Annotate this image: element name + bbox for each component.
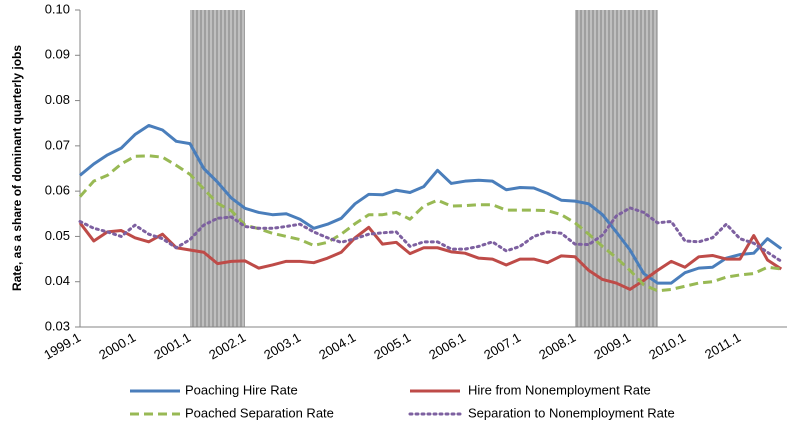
y-tick-label: 0.08 xyxy=(45,92,70,107)
series-line xyxy=(78,154,782,293)
x-tick-label: 2010.1 xyxy=(646,330,688,363)
y-tick-label: 0.09 xyxy=(45,47,70,62)
x-tick-label: 2008.1 xyxy=(536,330,578,363)
x-tick-label: 2007.1 xyxy=(481,330,523,363)
y-tick-label: 0.03 xyxy=(45,318,70,333)
y-tick-label: 0.05 xyxy=(45,228,70,243)
x-tick-label: 2000.1 xyxy=(96,330,138,363)
y-tick-label: 0.06 xyxy=(45,183,70,198)
recession-hatch xyxy=(190,10,245,327)
legend-label: Separation to Nonemployment Rate xyxy=(468,405,675,420)
legend: Poaching Hire Rate Hire from Nonemploymen… xyxy=(130,382,675,420)
legend-label: Hire from Nonemployment Rate xyxy=(468,382,651,397)
x-tick-label: 2004.1 xyxy=(316,330,358,363)
x-tick-label: 2003.1 xyxy=(261,330,303,363)
y-tick-label: 0.04 xyxy=(45,273,70,288)
y-tick-label: 0.07 xyxy=(45,137,70,152)
x-tick-label: 2001.1 xyxy=(151,330,193,363)
x-tick-label: 2005.1 xyxy=(371,330,413,363)
x-tick-label: 2006.1 xyxy=(426,330,468,363)
series-line xyxy=(79,123,783,285)
series-line xyxy=(78,206,783,263)
y-tick-label: 0.10 xyxy=(45,1,70,16)
x-tick-label: 1999.1 xyxy=(41,330,83,363)
y-axis-label: Rate, as a share of dominant quarterly j… xyxy=(10,45,24,291)
x-tick-label: 2009.1 xyxy=(591,330,633,363)
legend-label: Poaching Hire Rate xyxy=(185,382,298,397)
series-line xyxy=(78,221,783,291)
x-tick-label: 2011.1 xyxy=(702,330,743,362)
legend-label: Poached Separation Rate xyxy=(185,405,334,420)
x-tick-label: 2002.1 xyxy=(206,330,248,363)
